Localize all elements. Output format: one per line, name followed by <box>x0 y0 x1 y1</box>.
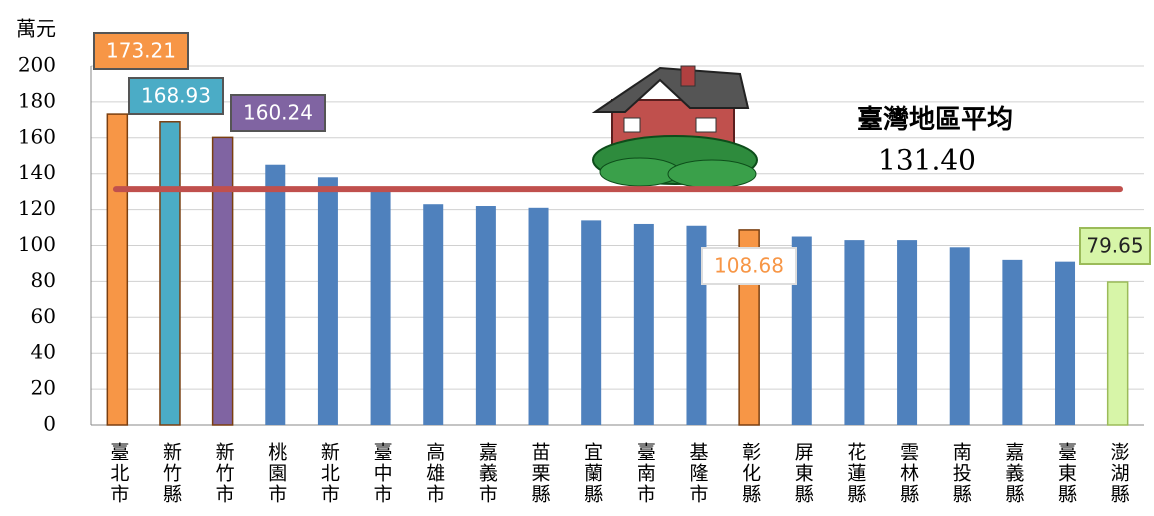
x-tick-label: 澎湖縣 <box>1108 442 1130 505</box>
x-tick-label: 新竹縣 <box>160 442 182 505</box>
average-name: 臺灣地區平均 <box>857 105 1013 135</box>
y-tick-label: 200 <box>18 53 56 77</box>
x-tick-label: 高雄市 <box>423 442 445 505</box>
bar <box>581 220 601 425</box>
x-tick-label: 臺南市 <box>634 442 656 505</box>
x-tick-label: 南投縣 <box>950 442 972 505</box>
bar <box>423 204 443 425</box>
bar <box>160 122 180 425</box>
x-tick-label: 臺北市 <box>107 442 129 505</box>
bar <box>107 114 127 425</box>
bar <box>1002 260 1022 425</box>
y-tick-label: 60 <box>31 304 56 328</box>
y-tick-label: 0 <box>43 412 56 436</box>
x-tick-label: 花蓮縣 <box>844 442 866 505</box>
y-unit: 萬元 <box>16 17 56 41</box>
bar <box>634 224 654 425</box>
bar <box>213 137 233 425</box>
average-value: 131.40 <box>878 144 976 177</box>
bar <box>265 165 285 425</box>
x-tick-label: 新竹市 <box>213 442 235 505</box>
x-tick-label: 臺東縣 <box>1055 442 1077 505</box>
x-tick-label: 宜蘭縣 <box>581 442 603 505</box>
x-tick-label: 基隆市 <box>686 442 708 505</box>
x-tick-label: 嘉義市 <box>476 442 498 505</box>
bar <box>476 206 496 425</box>
x-tick-label: 雲林縣 <box>897 442 919 505</box>
bar <box>529 208 549 425</box>
chart: 萬元 0 20 40 60 80 100 120 140 160 180 200 臺北市 新竹縣 新竹市 桃… <box>0 0 1154 516</box>
bar <box>1108 282 1128 425</box>
x-tick-label: 臺中市 <box>371 442 393 505</box>
bar <box>1055 262 1075 425</box>
bar <box>950 247 970 425</box>
data-label: 79.65 <box>1086 234 1143 258</box>
y-tick-label: 180 <box>18 88 56 112</box>
y-tick-label: 160 <box>18 124 56 148</box>
y-tick-label: 140 <box>18 160 56 184</box>
data-label: 168.93 <box>141 84 211 108</box>
data-label: 160.24 <box>243 101 313 125</box>
x-tick-label: 桃園市 <box>265 442 287 505</box>
x-tick-label: 彰化縣 <box>739 442 761 505</box>
x-tick-label: 嘉義縣 <box>1002 442 1024 505</box>
data-label: 108.68 <box>714 254 784 278</box>
x-tick-label: 屏東縣 <box>792 442 814 505</box>
y-tick-label: 120 <box>18 196 56 220</box>
y-tick-label: 100 <box>18 232 56 256</box>
bar <box>844 240 864 425</box>
y-tick-label: 40 <box>31 340 56 364</box>
bar <box>371 192 391 425</box>
x-tick-label: 新北市 <box>318 442 340 505</box>
y-tick-label: 20 <box>31 376 56 400</box>
bar <box>318 177 338 425</box>
y-tick-label: 80 <box>31 268 56 292</box>
data-label: 173.21 <box>106 39 176 63</box>
house-illustration <box>593 66 757 188</box>
x-tick-label: 苗栗縣 <box>529 442 551 505</box>
bar <box>897 240 917 425</box>
